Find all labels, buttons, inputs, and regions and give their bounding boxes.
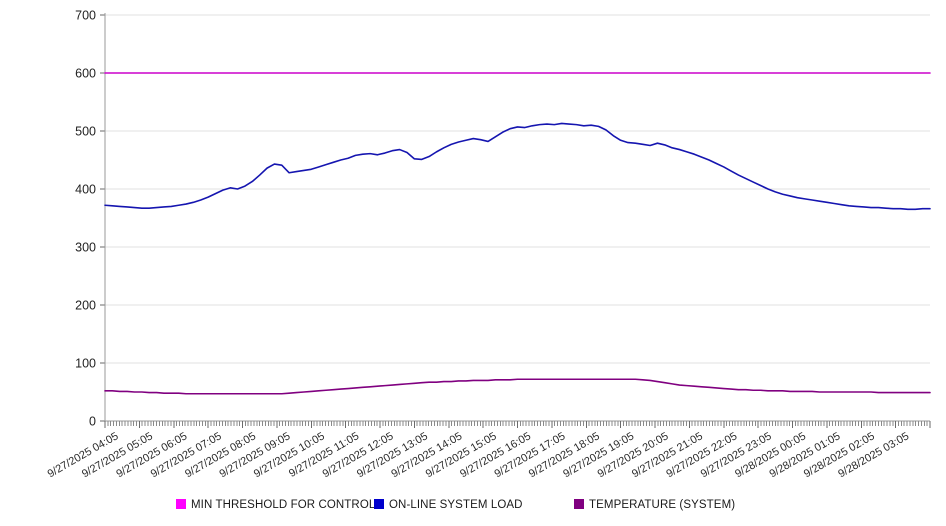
y-axis-tick-label: 400 <box>75 183 96 197</box>
y-axis-tick-label: 100 <box>75 357 96 371</box>
y-axis-group: 0 100 200 300 400 500 600 700 <box>75 9 106 429</box>
legend-label: TEMPERATURE (SYSTEM) <box>589 499 735 511</box>
legend-swatch <box>374 499 384 509</box>
legend-label: ON-LINE SYSTEM LOAD <box>389 499 523 511</box>
y-axis-tick-label: 700 <box>75 9 96 23</box>
y-axis-tick-label: 500 <box>75 125 96 139</box>
x-tick-labels-group: 9/27/2025 04:059/27/2025 05:059/27/2025 … <box>46 430 912 480</box>
series-group <box>104 72 931 395</box>
legend-group: MIN THRESHOLD FOR CONTROL ON-LINE SYSTEM … <box>176 499 735 511</box>
y-axis-tick-label: 600 <box>75 67 96 81</box>
x-axis-group <box>104 420 931 428</box>
y-axis-tick-label: 0 <box>89 415 96 429</box>
legend-swatch <box>574 499 584 509</box>
series-line-2 <box>104 122 931 211</box>
series-line-3 <box>104 378 931 395</box>
legend-swatch <box>176 499 186 509</box>
y-axis-tick-label: 300 <box>75 241 96 255</box>
y-axis-tick-label: 200 <box>75 299 96 313</box>
legend-label: MIN THRESHOLD FOR CONTROL <box>191 499 376 511</box>
